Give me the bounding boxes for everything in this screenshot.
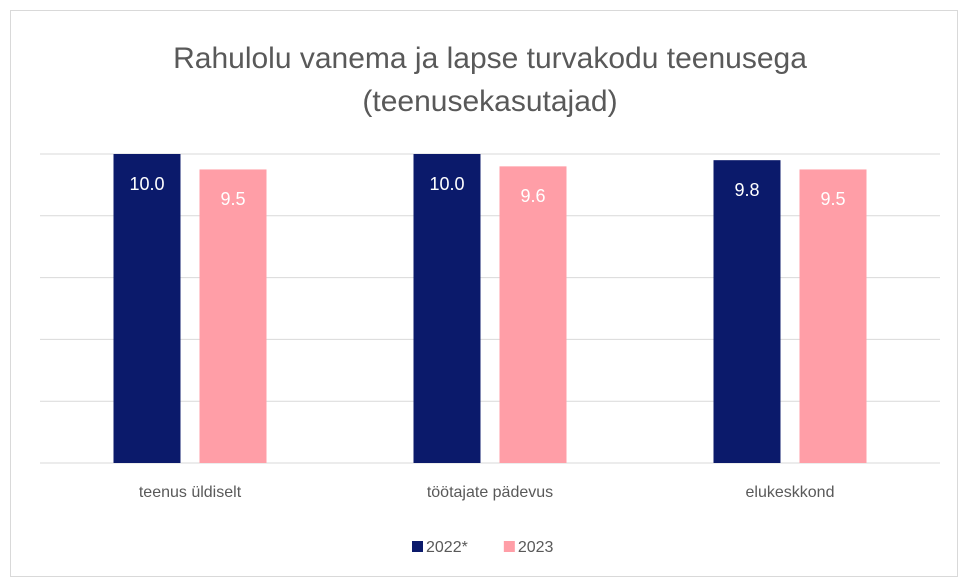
- bar: [499, 166, 567, 464]
- x-tick-label: teenus üldiselt: [139, 484, 242, 501]
- bar: [713, 160, 781, 463]
- bar: [113, 154, 181, 463]
- data-label: 9.5: [820, 189, 845, 209]
- x-tick-label: töötajate pädevus: [427, 484, 553, 501]
- data-label: 9.6: [520, 186, 545, 206]
- legend-swatch: [503, 541, 515, 552]
- bar: [199, 169, 267, 463]
- chart-title: (teenusekasutajad): [362, 85, 617, 118]
- bar: [413, 154, 481, 463]
- data-label: 9.5: [220, 189, 245, 209]
- data-label: 9.8: [734, 180, 759, 200]
- x-tick-label: elukeskkond: [746, 484, 835, 501]
- legend-swatch: [412, 541, 423, 552]
- legend-label: 2023: [518, 539, 554, 556]
- chart-title: Rahulolu vanema ja lapse turvakodu teenu…: [173, 42, 807, 75]
- bar: [799, 169, 867, 463]
- data-label: 10.0: [129, 174, 164, 194]
- legend-label: 2022*: [426, 539, 468, 556]
- data-label: 10.0: [429, 174, 464, 194]
